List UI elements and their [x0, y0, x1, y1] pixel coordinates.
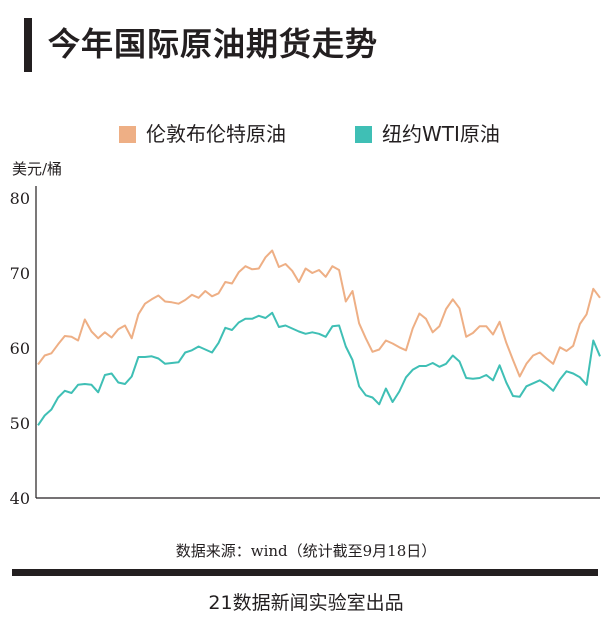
- page-title: 今年国际原油期货走势: [48, 25, 379, 63]
- legend-item-wti: 纽约WTI原油: [355, 120, 500, 148]
- series-line-brent: [37, 249, 601, 378]
- line-chart: 40 50 60 70 80: [10, 186, 601, 508]
- y-tick-label: 40: [10, 489, 30, 508]
- series-line-wti: [37, 311, 601, 426]
- legend-swatch-wti: [355, 125, 372, 143]
- footer-credit: 21数据新闻实验室出品: [208, 592, 404, 614]
- y-tick-label: 60: [10, 339, 30, 358]
- series-lines: [37, 249, 601, 426]
- footer-rule: [12, 569, 598, 576]
- y-axis-ticks: 40 50 60 70 80: [10, 189, 30, 508]
- y-tick-label: 50: [10, 414, 30, 433]
- y-tick-label: 70: [10, 264, 30, 283]
- data-source-note: 数据来源：wind（统计截至9月18日）: [175, 542, 437, 560]
- chart-legend: 伦敦布伦特原油 纽约WTI原油: [0, 120, 612, 148]
- y-axis-label: 美元/桶: [12, 160, 63, 178]
- legend-swatch-brent: [119, 125, 136, 143]
- legend-label-brent: 伦敦布伦特原油: [146, 122, 286, 146]
- y-tick-label: 80: [10, 189, 30, 208]
- legend-item-brent: 伦敦布伦特原油: [119, 120, 286, 148]
- chart-axes: [35, 186, 600, 499]
- legend-label-wti: 纽约WTI原油: [382, 122, 500, 146]
- title-accent-bar: [24, 18, 32, 72]
